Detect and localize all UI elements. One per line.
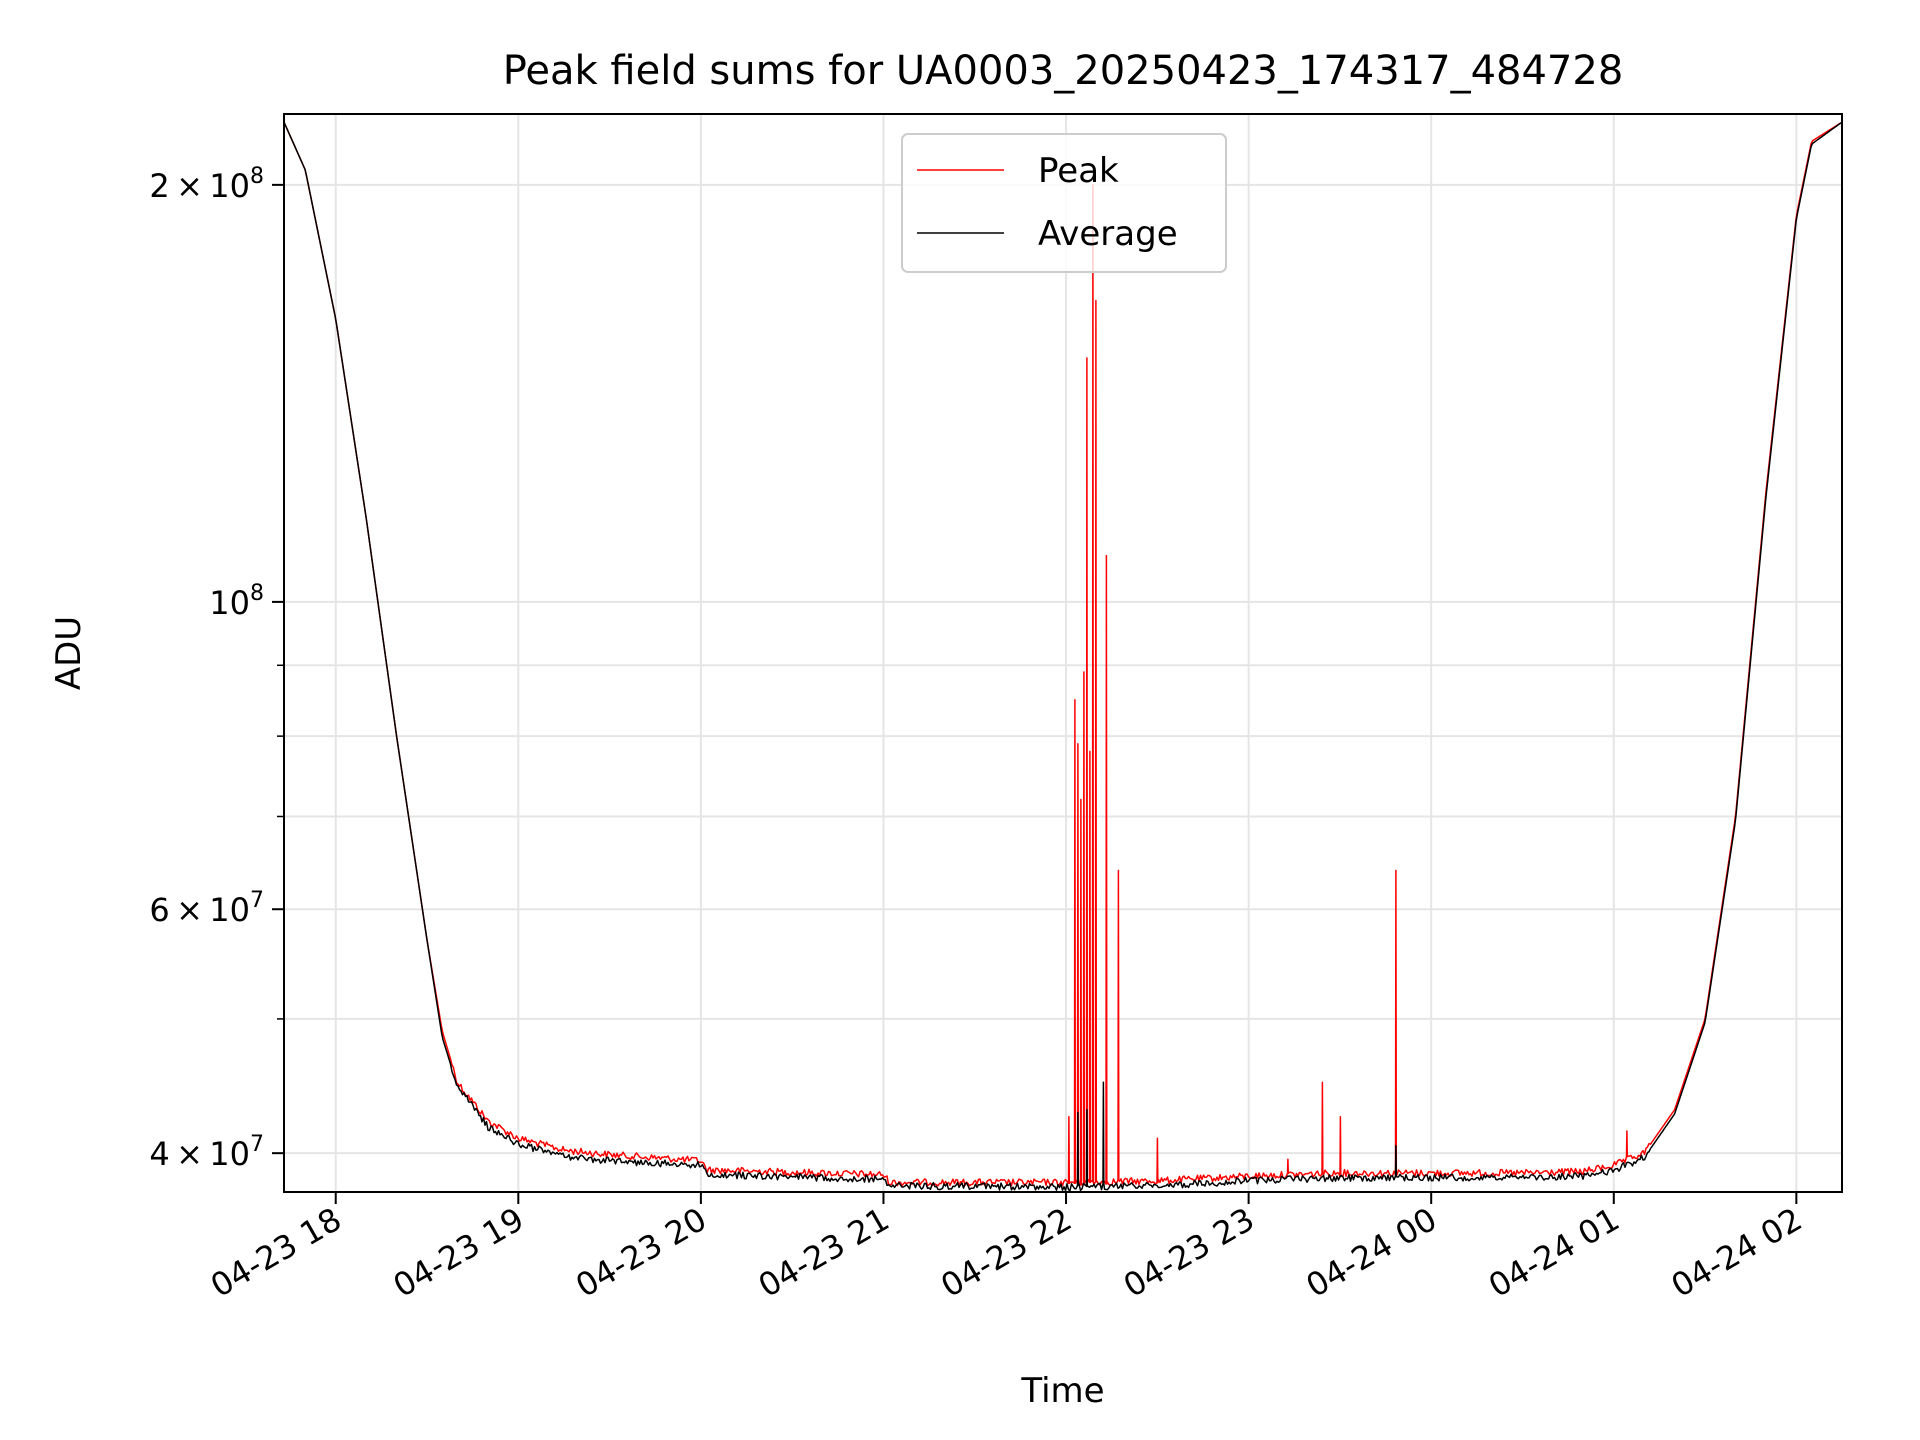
legend-label-peak: Peak bbox=[1038, 151, 1119, 191]
series-layer bbox=[284, 121, 1842, 1192]
chart-title: Peak field sums for UA0003_20250423_1743… bbox=[503, 48, 1624, 94]
x-axis-label: Time bbox=[1020, 1371, 1104, 1411]
series-line-average bbox=[284, 121, 1842, 1192]
legend: Peak Average bbox=[901, 133, 1227, 273]
grid bbox=[284, 114, 1842, 1192]
y-axis-label: ADU bbox=[49, 616, 89, 690]
plot-area-frame bbox=[283, 113, 1843, 1193]
legend-label-average: Average bbox=[1038, 214, 1178, 254]
y-tick-label: 4 × 107 bbox=[149, 1132, 264, 1173]
y-axis: 4 × 107 6 × 107 108 2 × 108 bbox=[149, 164, 284, 1173]
legend-box bbox=[901, 133, 1227, 273]
y-tick-label: 108 bbox=[209, 581, 264, 622]
y-tick-label: 6 × 107 bbox=[149, 888, 264, 929]
y-tick-label: 2 × 108 bbox=[149, 164, 264, 205]
